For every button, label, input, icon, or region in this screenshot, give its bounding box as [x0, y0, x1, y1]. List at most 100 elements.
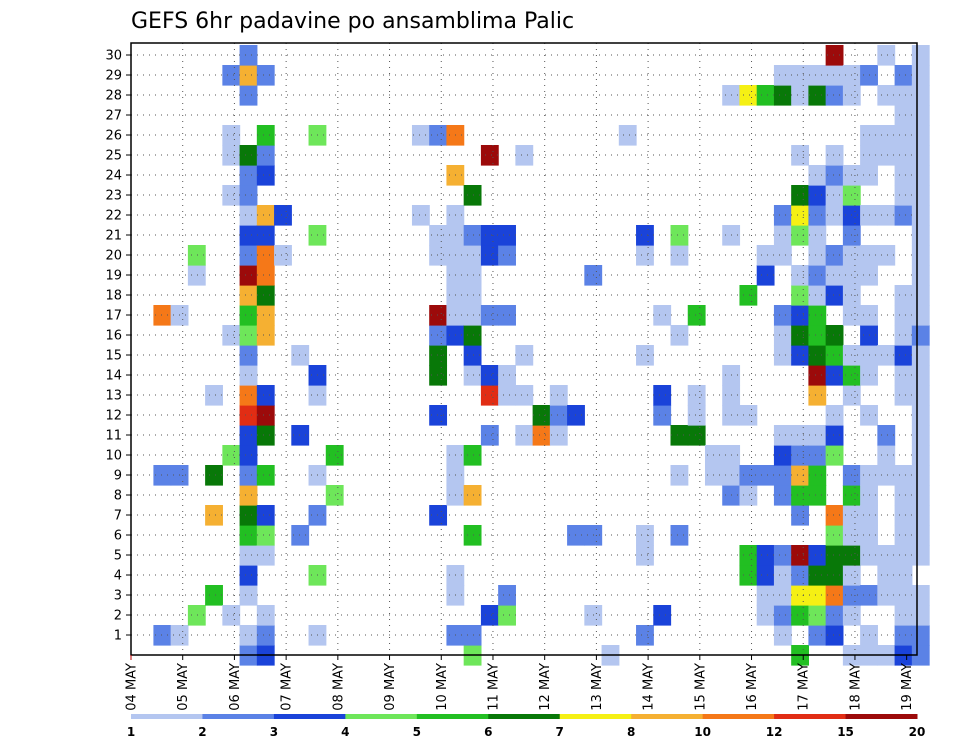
x-tick-label: 10 MAY [435, 663, 450, 711]
heatmap-cell [463, 525, 482, 546]
heatmap-cell [187, 265, 206, 286]
heatmap-cell [256, 225, 275, 246]
heatmap-cell [256, 605, 275, 626]
legend-label: 12 [766, 725, 783, 739]
heatmap-cell [498, 225, 516, 246]
heatmap-cell [825, 145, 844, 166]
heatmap-cell [911, 525, 930, 546]
heatmap-cell [894, 485, 913, 506]
heatmap-cell [791, 505, 810, 526]
heatmap-cell [515, 345, 534, 366]
heatmap-cell [187, 245, 206, 266]
heatmap-cell [808, 565, 827, 586]
heatmap-cell [808, 425, 827, 446]
heatmap-cell [825, 505, 844, 526]
heatmap-cell [739, 545, 758, 566]
heatmap-cell [756, 265, 775, 286]
heatmap-cell [791, 285, 810, 306]
heatmap-cell [825, 625, 844, 646]
y-tick-label: 26 [105, 129, 122, 144]
heatmap-cell [239, 285, 258, 306]
heatmap-cell [256, 245, 275, 266]
heatmap-cell [825, 405, 844, 426]
heatmap-cell [687, 405, 706, 426]
heatmap-cell [670, 525, 689, 546]
heatmap-cell [463, 325, 482, 346]
y-tick-label: 12 [105, 409, 122, 424]
heatmap-cell [911, 145, 930, 166]
heatmap-cell [911, 225, 930, 246]
x-tick-label: 15 MAY [693, 663, 708, 711]
heatmap-cell [549, 405, 568, 426]
heatmap-cell [636, 625, 654, 646]
heatmap-cell [222, 185, 241, 206]
heatmap-cell [463, 245, 482, 266]
heatmap-cell [739, 405, 758, 426]
heatmap-cell [808, 345, 827, 366]
legend-swatch [702, 714, 775, 719]
heatmap-cell [274, 245, 292, 266]
heatmap-cell [894, 285, 913, 306]
heatmap-cell [773, 345, 792, 366]
heatmap-cell [549, 425, 568, 446]
heatmap-cell [274, 205, 292, 226]
heatmap-cell [894, 345, 913, 366]
color-legend: 1 2 3 4 5 6 7 8 10 12 15 20 [127, 714, 925, 739]
x-tick-label: 17 MAY [797, 663, 812, 711]
heatmap-cell [808, 445, 827, 466]
heatmap-cell [480, 305, 499, 326]
heatmap-cell [739, 285, 758, 306]
y-tick-label: 11 [105, 429, 122, 444]
heatmap-cell [791, 265, 810, 286]
x-axis: 04 MAY 05 MAY 06 MAY 07 MAY 08 MAY 09 MAY 10 M… [125, 655, 915, 711]
y-tick-label: 30 [105, 49, 122, 64]
heatmap-cell [670, 225, 689, 246]
heatmap-cell [791, 605, 810, 626]
heatmap-cell [653, 305, 672, 326]
heatmap-cell [825, 525, 844, 546]
heatmap-cell [480, 605, 499, 626]
heatmap-cell [911, 125, 930, 146]
heatmap-cell [670, 465, 689, 486]
y-tick-label: 16 [105, 329, 122, 344]
heatmap-cell [791, 325, 810, 346]
heatmap-cell [791, 445, 810, 466]
heatmap-cell [239, 425, 258, 446]
legend-swatch [559, 714, 632, 719]
heatmap-cell [808, 625, 827, 646]
heatmap-cell [756, 605, 775, 626]
x-tick-label: 14 MAY [642, 663, 657, 711]
x-tick-label: 09 MAY [383, 663, 398, 711]
heatmap-cell [205, 465, 223, 486]
heatmap-cell [911, 85, 930, 106]
heatmap-cell [877, 465, 896, 486]
heatmap-cell [463, 345, 482, 366]
y-tick-label: 6 [114, 529, 122, 544]
heatmap-cell [825, 185, 844, 206]
heatmap-cell [222, 125, 241, 146]
heatmap-cell [825, 65, 844, 86]
heatmap-cell [653, 405, 672, 426]
legend-swatch [345, 714, 418, 719]
y-axis: 1234567891011121314151617181920212223242… [105, 49, 131, 644]
heatmap-cell [256, 405, 275, 426]
heatmap-cell [256, 305, 275, 326]
y-tick-label: 10 [105, 449, 122, 464]
heatmap-cell [911, 65, 930, 86]
heatmap-cell [463, 485, 482, 506]
heatmap-cell [911, 365, 930, 386]
heatmap-cell [256, 385, 275, 406]
y-tick-label: 8 [114, 489, 122, 504]
heatmap-cell [480, 385, 499, 406]
heatmap-cell [222, 605, 241, 626]
heatmap-cell [480, 145, 499, 166]
heatmap-cell [239, 225, 258, 246]
heatmap-cell [894, 365, 913, 386]
heatmap-cell [153, 305, 172, 326]
heatmap-cell [205, 585, 223, 606]
heatmap-cell [153, 625, 172, 646]
heatmap-cell [825, 545, 844, 566]
legend-label: 8 [627, 725, 635, 739]
heatmap-cell [239, 565, 258, 586]
heatmap-cell [808, 285, 827, 306]
